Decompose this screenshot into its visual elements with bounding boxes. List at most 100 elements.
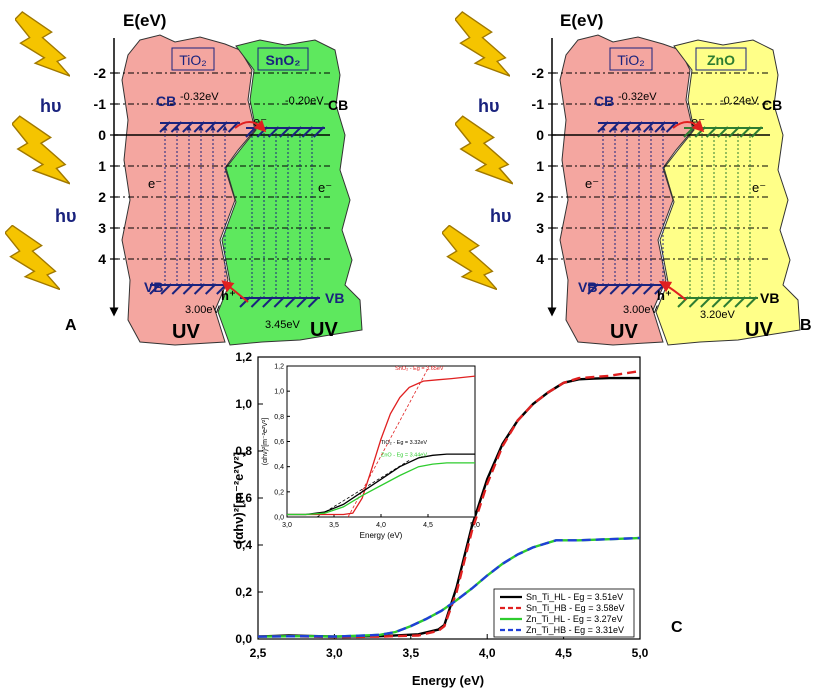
right-cb-energy: -0.24eV <box>720 95 759 107</box>
inset-y-tick-label: 0,2 <box>274 489 284 496</box>
tio2-label-box <box>609 47 653 71</box>
energy-axis-title: E(eV) <box>560 11 603 30</box>
band-hatch <box>609 283 621 295</box>
zno-label: ZnO <box>707 52 735 68</box>
band-hatch <box>677 296 689 308</box>
band-hatch <box>267 126 280 138</box>
sno2-label-box <box>257 47 309 71</box>
inset-tangent-line <box>316 460 410 518</box>
y-tick-label: 0,0 <box>235 632 252 646</box>
energy-axis-title: E(eV) <box>123 11 166 30</box>
energy-tick-label: 3 <box>98 220 106 236</box>
band-hatch <box>711 296 723 308</box>
y-tick-label: 0,2 <box>235 585 252 599</box>
hv-label: hυ <box>490 206 511 226</box>
lightning-icon <box>455 115 513 185</box>
band-hatch <box>273 296 285 308</box>
inset-chart: 3,0 3,5 4,0 4,5 5,0 0,0 0,2 0,4 0,6 0,8 1,0 1,2 Ener… <box>262 364 480 541</box>
inset-x-tick-label: 4,5 <box>423 522 433 529</box>
band-hatch <box>301 126 314 138</box>
tio2-label: TiO₂ <box>179 52 206 68</box>
uv-label-right: UV <box>745 319 773 341</box>
band-hatch <box>705 126 718 138</box>
band-hatch <box>665 121 678 133</box>
y-tick-label: 1,2 <box>235 350 252 364</box>
inset-x-tick-label: 3,5 <box>329 522 339 529</box>
sno2-block <box>217 39 363 346</box>
band-hatch <box>239 296 251 308</box>
uv-label-left: UV <box>172 321 200 343</box>
uv-label-left: UV <box>610 321 638 343</box>
energy-tick-label: -1 <box>532 96 545 112</box>
lightning-icon <box>12 115 70 185</box>
left-gap-label: 3.00eV <box>623 304 659 316</box>
legend-label: Sn_Ti_HB - Eg = 3.58eV <box>526 603 624 613</box>
y-tick-label: 0,4 <box>235 538 252 552</box>
panel-b-band-diagram: TiO₂ ZnO E(eV) -2 -1 0 1 2 3 4 hυ hυ CB -0.32e… <box>442 11 812 346</box>
y-axis-label: (αhν)²[m⁻²e²V²] <box>231 452 246 544</box>
band-hatch <box>734 296 746 308</box>
energy-tick-label: 2 <box>536 189 544 205</box>
band-hatch <box>182 283 195 295</box>
band-hatch <box>654 121 666 133</box>
electron-transfer-arrow <box>672 119 705 133</box>
inset-series-line-0 <box>287 375 476 516</box>
hole-transfer-arrow <box>221 280 249 303</box>
band-hatch <box>620 283 633 295</box>
x-tick-label: 4,0 <box>479 646 496 660</box>
electron-label-left: e⁻ <box>148 176 162 191</box>
electron-label-right: e⁻ <box>752 180 766 195</box>
band-hatch <box>205 283 217 295</box>
right-gap-label: 3.45eV <box>265 319 301 331</box>
legend-label: Sn_Ti_HL - Eg = 3.51eV <box>526 592 623 602</box>
y-tick-label: 0,8 <box>235 444 252 458</box>
band-hatch <box>745 296 758 308</box>
inset-x-tick-label: 3,0 <box>282 522 292 529</box>
inset-y-axis-label: (αhν)²[m⁻²e²V²] <box>262 418 269 465</box>
band-hatch <box>313 126 325 138</box>
band-hatch <box>739 126 752 138</box>
band-hatch <box>290 126 302 138</box>
electron-transfer-arrow <box>234 119 267 133</box>
band-hatch <box>160 283 172 295</box>
band-hatch <box>296 296 308 308</box>
left-cb-energy: -0.32eV <box>180 91 219 103</box>
energy-tick-label: 0 <box>536 127 544 143</box>
legend-label: Zn_Ti_HL - Eg = 3.27eV <box>526 614 623 624</box>
band-hatch <box>171 283 183 295</box>
electron-label-right: e⁻ <box>318 180 332 195</box>
energy-tick-label: -2 <box>532 65 545 81</box>
energy-tick-label: -2 <box>94 65 107 81</box>
band-hatch <box>279 126 291 138</box>
band-hatch <box>149 283 161 295</box>
band-hatch <box>688 296 701 308</box>
vb-label-right: VB <box>760 290 779 306</box>
vb-label: VB <box>578 279 597 295</box>
energy-tick-label: -1 <box>94 96 107 112</box>
inset-series-label: ZnO - Eg = 3.44eV <box>381 453 427 459</box>
inset-y-tick-label: 0,8 <box>274 414 284 421</box>
inset-y-tick-label: 1,0 <box>274 389 284 396</box>
inset-series-label: TiO₂ - Eg = 3.32eV <box>381 440 427 446</box>
y-tick-label: 0,6 <box>235 491 252 505</box>
inset-y-tick-label: 1,2 <box>274 364 284 371</box>
panel-b-letter: B <box>800 317 812 334</box>
right-gap-label: 3.20eV <box>700 309 736 321</box>
band-hatch <box>728 126 740 138</box>
inset-series-line-2 <box>287 462 475 516</box>
inset-y-tick-label: 0,0 <box>274 515 284 522</box>
vb-label: VB <box>144 279 163 295</box>
x-tick-label: 4,5 <box>555 646 572 660</box>
energy-tick-label: 4 <box>536 251 544 267</box>
band-hatch <box>227 121 240 133</box>
panel-a-band-diagram: TiO₂ SnO₂ E(eV) -2 -1 0 1 2 3 4 hυ hυ CB -0.32… <box>5 11 363 346</box>
x-tick-label: 3,5 <box>402 646 419 660</box>
tio2-block <box>121 34 256 346</box>
hv-label: hυ <box>40 96 61 116</box>
x-tick-label: 5,0 <box>632 646 649 660</box>
cb-label-right: CB <box>762 97 782 113</box>
legend-label: Zn_Ti_HB - Eg = 3.31eV <box>526 625 624 635</box>
inset-x-tick-label: 4,0 <box>376 522 386 529</box>
